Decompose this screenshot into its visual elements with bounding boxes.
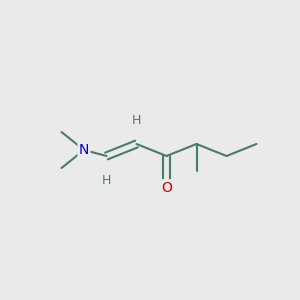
Text: H: H <box>102 173 111 187</box>
Text: N: N <box>79 143 89 157</box>
Text: O: O <box>161 181 172 194</box>
Text: H: H <box>132 113 141 127</box>
